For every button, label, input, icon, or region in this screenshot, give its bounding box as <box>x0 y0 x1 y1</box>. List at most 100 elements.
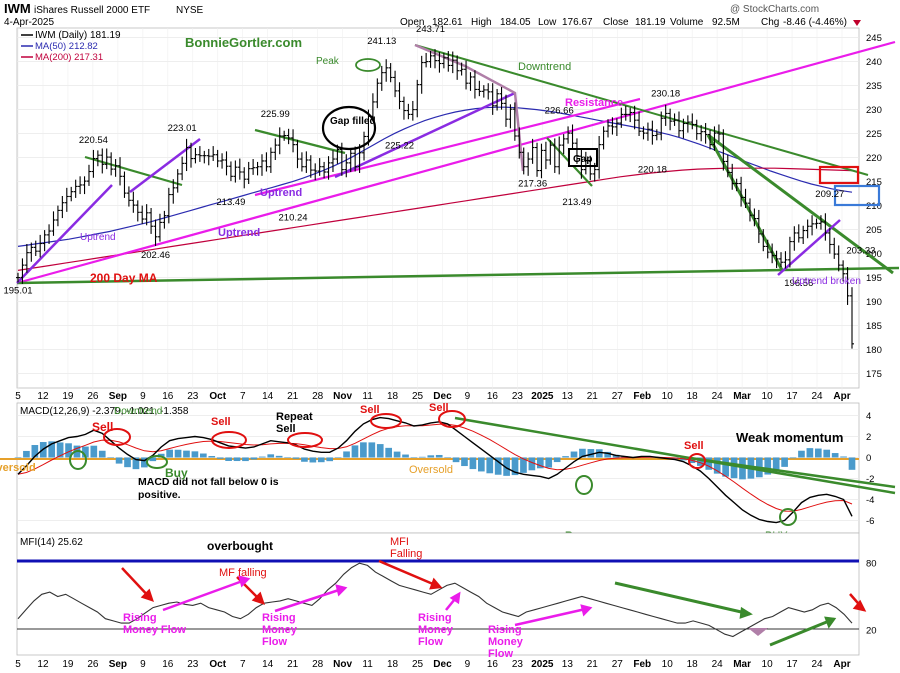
chart-header: IWM iShares Russell 2000 ETF NYSE @ Stoc… <box>4 1 861 28</box>
x-tick-label: 18 <box>387 391 399 402</box>
macd-histogram-bar <box>604 451 612 458</box>
macd-histogram-bar <box>705 457 713 470</box>
price-bar <box>490 83 495 115</box>
x-tick-label: 9 <box>140 659 146 670</box>
price-bar <box>162 210 167 229</box>
macd-histogram-bar <box>376 444 384 458</box>
macd-histogram-bar <box>115 457 123 464</box>
mfi-oversold-fill <box>748 628 768 636</box>
price-bar <box>153 219 158 246</box>
price-bar <box>477 80 482 97</box>
x-tick-label: Sep <box>109 659 127 670</box>
price-bar <box>206 148 211 166</box>
price-bar <box>623 105 628 121</box>
price-bar <box>756 209 761 244</box>
price-bar <box>82 176 87 195</box>
x-tick-label: 19 <box>62 391 74 402</box>
price-bar <box>202 150 207 164</box>
price-bar <box>220 153 225 169</box>
price-bar <box>268 147 273 173</box>
mfi-falling-label: MFI Falling <box>390 536 422 560</box>
macd-histogram-bar <box>334 457 342 458</box>
price-value-label: 225.99 <box>261 109 290 120</box>
macd-histogram-bar <box>840 456 847 458</box>
x-tick-label: 2025 <box>531 391 554 402</box>
x-tick-label: Sep <box>109 391 127 402</box>
macd-histogram-bar <box>722 457 729 477</box>
price-bar <box>47 224 52 244</box>
x-tick-label: 23 <box>187 391 199 402</box>
ma200-line <box>17 167 853 271</box>
price-bar <box>433 49 437 69</box>
legend-ma50: MA(50) 212.82 <box>35 41 98 52</box>
mfi-arrows <box>121 559 867 647</box>
price-bar <box>566 126 571 144</box>
price-bars <box>16 49 854 349</box>
price-bar <box>322 161 327 179</box>
x-tick-label: 13 <box>562 391 574 402</box>
price-bar <box>712 126 717 151</box>
macd-histogram-bar <box>503 457 510 476</box>
macd-histogram-bar <box>831 453 839 458</box>
macd-histogram-bar <box>174 449 182 458</box>
price-bar <box>135 200 140 222</box>
price-bar <box>211 146 216 161</box>
x-tick-label: 17 <box>786 659 798 670</box>
x-tick-label: 16 <box>162 659 174 670</box>
price-value-label: 226.66 <box>545 106 574 117</box>
x-tick-label: 2025 <box>531 659 554 670</box>
macd-histogram-bar <box>798 450 805 458</box>
price-bar <box>255 161 260 176</box>
x-tick-label: 21 <box>287 391 299 402</box>
macd-histogram-bar <box>275 455 283 458</box>
price-bar <box>486 83 491 100</box>
x-tick-label: 17 <box>786 391 798 402</box>
macd-histogram-bar <box>814 448 822 458</box>
x-tick-label: 16 <box>487 659 499 670</box>
macd-histogram-bar <box>469 457 477 470</box>
trendline-purple-1 <box>16 184 113 284</box>
price-bar <box>144 204 149 226</box>
price-bar <box>561 134 566 155</box>
price-bar <box>459 62 464 76</box>
price-bar <box>55 205 60 227</box>
x-tick-label: 10 <box>762 391 774 402</box>
price-bar <box>233 160 238 183</box>
x-tick-label: 7 <box>240 659 246 670</box>
price-bar <box>118 157 123 186</box>
price-bar <box>668 108 673 131</box>
price-bar <box>495 88 500 111</box>
site-watermark: BonnieGortler.com <box>185 35 302 50</box>
price-bar <box>126 186 131 207</box>
x-tick-label: 18 <box>687 659 699 670</box>
price-tick-label: 230 <box>866 105 882 116</box>
macd-histogram-bar <box>258 456 266 458</box>
price-value-label: 220.18 <box>638 165 667 176</box>
price-bar <box>149 208 154 234</box>
macd-tick-label: 0 <box>866 453 871 464</box>
macd-panel: 4 2 0 -2 -4 -6 MACD(12,26,9) -2.379, -1.021, … <box>0 402 896 542</box>
x-tick-label: 28 <box>312 391 324 402</box>
price-tick-label: 190 <box>866 297 882 308</box>
price-bar <box>641 126 646 140</box>
price-bar <box>64 187 69 212</box>
x-tick-label: Oct <box>209 659 226 670</box>
price-bar <box>845 267 850 305</box>
macd-histogram-bar <box>393 451 401 458</box>
macd-tick-label: 4 <box>866 411 871 422</box>
high-label: High <box>471 17 492 28</box>
price-bar <box>237 158 242 180</box>
price-bar <box>357 144 362 173</box>
x-tick-label: 24 <box>811 391 823 402</box>
volume-label: Volume <box>670 17 704 28</box>
macd-histogram-bar <box>65 443 72 458</box>
price-bar <box>86 164 91 186</box>
mf-falling-label: MF falling <box>219 567 267 579</box>
price-bar <box>614 118 619 136</box>
gap-label: Gap <box>573 154 592 165</box>
macd-histogram-bar <box>216 457 224 459</box>
price-tick-label: 200 <box>866 249 882 260</box>
price-value-label: 195.01 <box>3 286 32 297</box>
price-bar <box>246 161 251 184</box>
x-tick-label: 16 <box>162 391 174 402</box>
